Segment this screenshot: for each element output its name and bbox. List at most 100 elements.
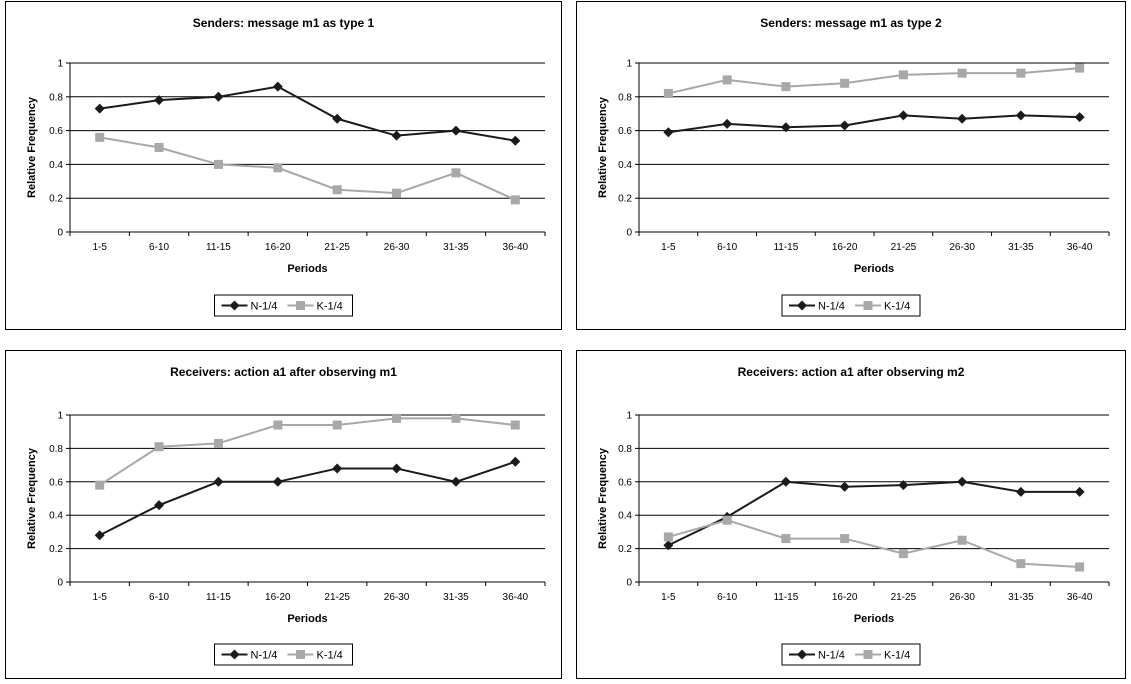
legend-marker [296, 301, 305, 310]
series-line-K-1/4 [99, 136, 516, 201]
y-tick-label: 0.8 [618, 444, 632, 455]
legend-marker [797, 300, 807, 311]
chart-svg: Receivers: action a1 after observing m1 0… [26, 365, 546, 666]
data-point [272, 81, 283, 92]
x-tick-label: 6-10 [149, 592, 169, 603]
chart-title: Senders: message m1 as type 1 [193, 16, 375, 30]
legend [214, 643, 353, 666]
chart-receivers-m1: Receivers: action a1 after observing m1 0… [5, 350, 562, 679]
x-tick-label: 11-15 [773, 242, 798, 253]
legend-marker [797, 649, 807, 660]
x-tick-label: 21-25 [891, 242, 917, 253]
y-tick-label: 0.8 [49, 92, 63, 103]
y-axis-label: Relative Frequency [597, 447, 609, 549]
data-point [957, 535, 967, 545]
data-point [332, 463, 343, 474]
x-axis-label: Periods [287, 613, 327, 625]
data-point [898, 549, 908, 559]
data-point [332, 420, 342, 430]
y-tick-label: 1 [626, 59, 632, 70]
x-tick-label: 11-15 [773, 592, 798, 603]
y-tick-label: 0.4 [49, 160, 63, 171]
legend-label: K-1/4 [884, 301, 910, 313]
data-point [1016, 559, 1026, 569]
data-point [213, 476, 224, 487]
data-point [663, 532, 673, 542]
x-tick-label: 11-15 [206, 592, 231, 603]
y-tick-label: 0.4 [618, 511, 632, 522]
x-tick-label: 16-20 [832, 592, 858, 603]
data-point [957, 476, 968, 487]
x-tick-label: 31-35 [1008, 242, 1034, 253]
legend [781, 643, 921, 666]
data-point [1015, 110, 1026, 121]
y-axis-label: Relative Frequency [597, 96, 609, 198]
data-point [272, 476, 283, 487]
data-point [332, 185, 342, 195]
data-point [663, 540, 674, 551]
data-point [392, 413, 402, 423]
data-point [840, 78, 850, 88]
data-point [213, 438, 223, 448]
data-point [663, 88, 673, 98]
x-tick-label: 21-25 [324, 242, 350, 253]
legend-label: N-1/4 [818, 650, 845, 662]
y-tick-label: 0.2 [49, 544, 63, 555]
y-tick-label: 0.8 [618, 92, 632, 103]
data-point [451, 168, 461, 178]
data-point [663, 127, 674, 138]
data-point [839, 481, 850, 492]
x-tick-label: 36-40 [1067, 592, 1093, 603]
x-tick-label: 26-30 [949, 242, 975, 253]
y-tick-label: 0.4 [49, 511, 63, 522]
data-point [213, 159, 223, 169]
data-point [839, 120, 850, 131]
data-point [510, 456, 521, 467]
data-point [510, 420, 520, 430]
x-tick-label: 1-5 [92, 242, 107, 253]
y-tick-label: 1 [57, 59, 63, 70]
data-point [510, 195, 520, 205]
x-tick-label: 36-40 [1067, 242, 1093, 253]
data-point [1016, 68, 1026, 78]
y-tick-label: 1 [626, 411, 632, 422]
y-tick-label: 1 [57, 411, 63, 422]
legend-label: K-1/4 [884, 650, 910, 662]
data-point [154, 500, 165, 511]
x-tick-label: 31-35 [443, 242, 469, 253]
series-line-N-1/4 [99, 460, 516, 537]
legend-label: K-1/4 [317, 650, 343, 662]
data-point [1074, 112, 1085, 123]
data-point [510, 135, 521, 146]
chart-svg: Senders: message m1 as type 1 0 0.2 0.4 0.6 0… [26, 16, 546, 317]
y-tick-label: 0 [57, 578, 63, 589]
legend-marker [296, 650, 305, 659]
data-point [722, 515, 732, 525]
data-point [154, 143, 164, 152]
y-tick-label: 0.4 [618, 160, 632, 171]
x-tick-label: 16-20 [265, 592, 291, 603]
legend-marker [229, 649, 240, 660]
legend [781, 294, 921, 317]
data-point [94, 530, 105, 541]
data-point [273, 163, 283, 173]
data-point [391, 463, 402, 474]
data-point [392, 188, 402, 198]
chart-title: Receivers: action a1 after observing m2 [738, 365, 965, 379]
series-line-N-1/4 [667, 480, 1080, 547]
x-axis-label: Periods [287, 263, 327, 275]
data-point [898, 110, 909, 121]
x-tick-label: 26-30 [384, 592, 410, 603]
chart-title: Receivers: action a1 after observing m1 [170, 365, 397, 379]
data-point [957, 113, 968, 124]
legend-marker [229, 300, 240, 311]
x-tick-label: 16-20 [832, 242, 858, 253]
data-point [451, 413, 461, 423]
x-tick-label: 26-30 [949, 592, 975, 603]
chart-svg: Senders: message m1 as type 2 0 0.2 0.4 0.6 0… [597, 16, 1110, 317]
chart-title: Senders: message m1 as type 2 [760, 16, 942, 30]
data-point [781, 82, 791, 92]
x-tick-label: 1-5 [661, 592, 676, 603]
x-tick-label: 31-35 [1008, 592, 1034, 603]
chart-senders-type2: Senders: message m1 as type 2 0 0.2 0.4 0.6 0… [576, 1, 1126, 330]
